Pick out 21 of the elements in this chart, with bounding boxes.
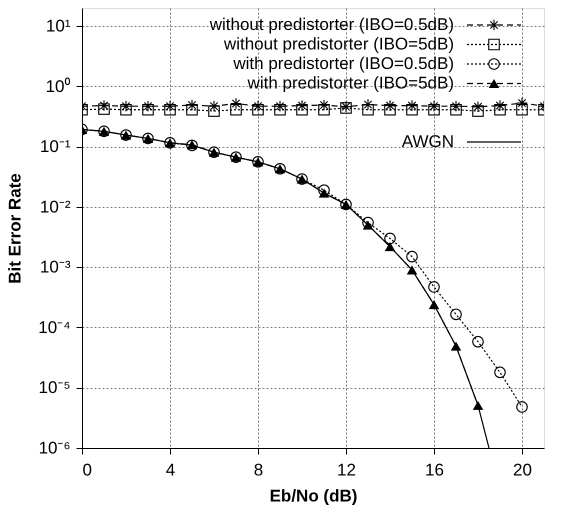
y-tick-label: 10⁻⁵ <box>38 378 70 398</box>
x-tick-label: 0 <box>82 460 92 480</box>
y-tick-label: 10⁰ <box>46 76 70 96</box>
y-tick-label: 10¹ <box>46 16 71 36</box>
legend-label: AWGN <box>402 132 454 151</box>
y-tick-label: 10⁻² <box>40 197 71 216</box>
legend-label: without predistorter (IBO=5dB) <box>222 34 454 54</box>
x-axis-title: Eb/No (dB) <box>270 486 358 506</box>
y-axis-title: Bit Error Rate <box>5 173 24 284</box>
y-tick-label: 10⁻⁴ <box>38 318 70 337</box>
y-tick-label: 10⁻³ <box>40 258 71 277</box>
x-tick-label: 12 <box>337 460 356 480</box>
y-tick-label: 10⁻⁶ <box>38 438 70 458</box>
legend-label: with predistorter (IBO=0.5dB) <box>232 54 454 73</box>
x-tick-label: 4 <box>166 460 176 480</box>
legend-label: without predistorter (IBO=0.5dB) <box>208 15 454 34</box>
x-tick-label: 8 <box>254 460 264 480</box>
y-tick-label: 10⁻¹ <box>40 137 71 156</box>
legend-label: with predistorter (IBO=5dB) <box>246 74 454 92</box>
x-tick-label: 20 <box>513 460 532 480</box>
x-tick-label: 16 <box>425 460 444 480</box>
